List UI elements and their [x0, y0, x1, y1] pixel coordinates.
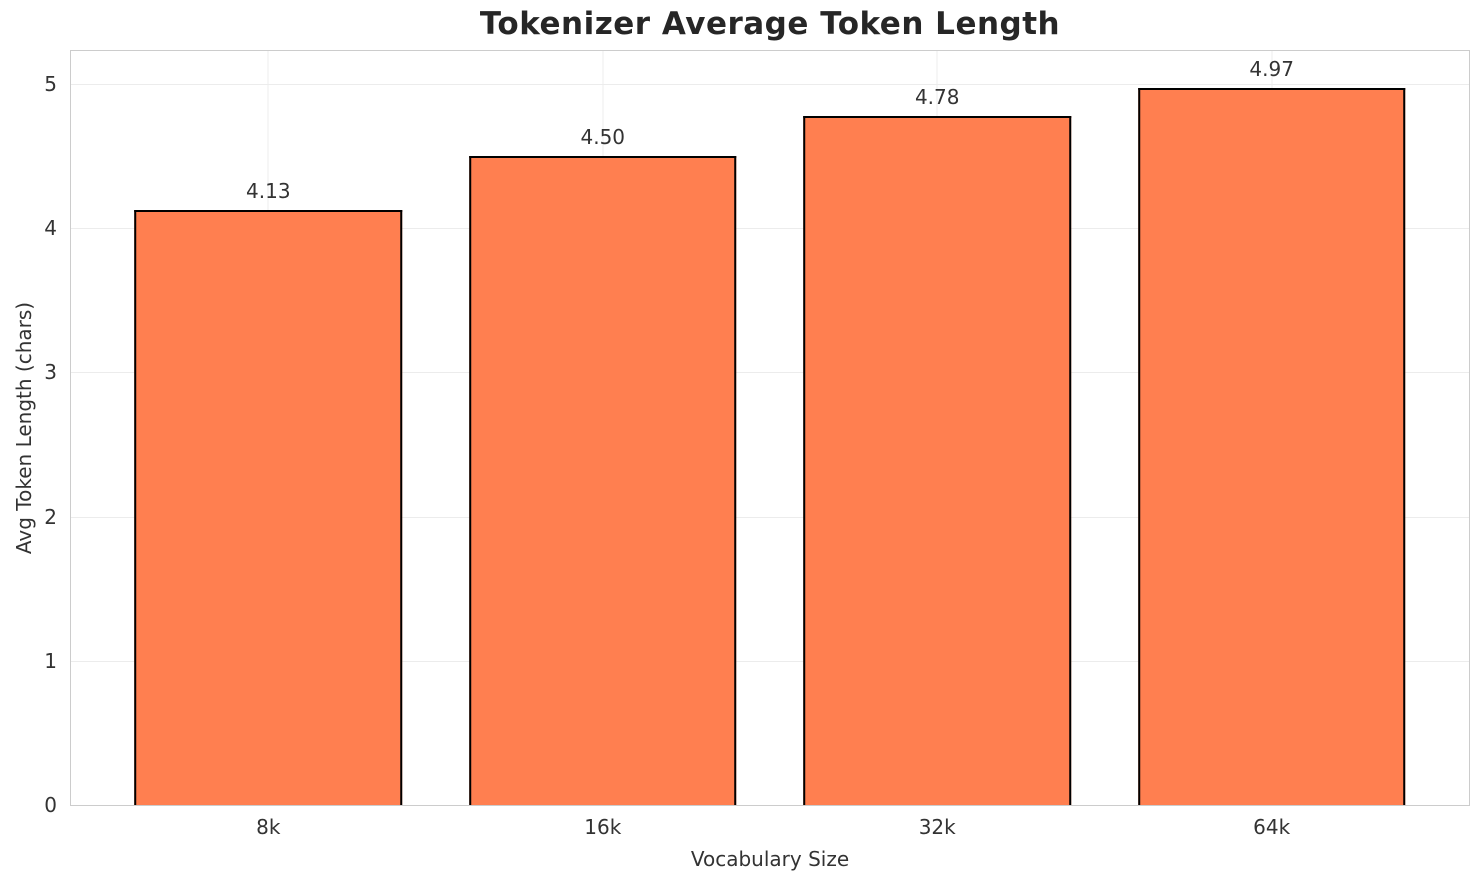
plot-area: 0 1 2 3 4 5 4.13 8k 4.50 16k 4.78 32k 4.97 64k	[44, 50, 1470, 839]
x-tick-label: 32k	[918, 815, 956, 839]
y-tick-label: 5	[44, 72, 57, 97]
bar-value-label: 4.97	[1249, 57, 1294, 82]
x-tick-label: 16k	[584, 815, 622, 839]
y-tick-label: 4	[44, 216, 57, 241]
gridline-horizontal	[71, 660, 1469, 662]
bar-value-label: 4.50	[580, 125, 626, 150]
gridline-horizontal	[71, 372, 1469, 374]
y-tick-label: 1	[44, 648, 57, 673]
y-tick-label: 0	[44, 793, 57, 817]
bar	[134, 209, 403, 805]
x-tick-label: 64k	[1253, 815, 1291, 839]
gridline-horizontal	[71, 228, 1469, 230]
gridline-horizontal	[71, 84, 1469, 86]
gridline-horizontal	[71, 516, 1469, 518]
y-tick-label: 3	[44, 360, 57, 385]
bar	[1137, 88, 1406, 805]
bar-value-label: 4.13	[246, 178, 291, 203]
bar	[468, 156, 737, 805]
x-axis-label: Vocabulary Size	[690, 847, 850, 871]
x-tick-label: 8k	[256, 815, 281, 839]
chart-title: Tokenizer Average Token Length	[479, 6, 1061, 42]
y-tick-label: 2	[44, 504, 57, 529]
bar-value-label: 4.78	[914, 84, 960, 109]
y-axis-label: Avg Token Length (chars)	[12, 301, 36, 555]
bar	[803, 115, 1071, 805]
